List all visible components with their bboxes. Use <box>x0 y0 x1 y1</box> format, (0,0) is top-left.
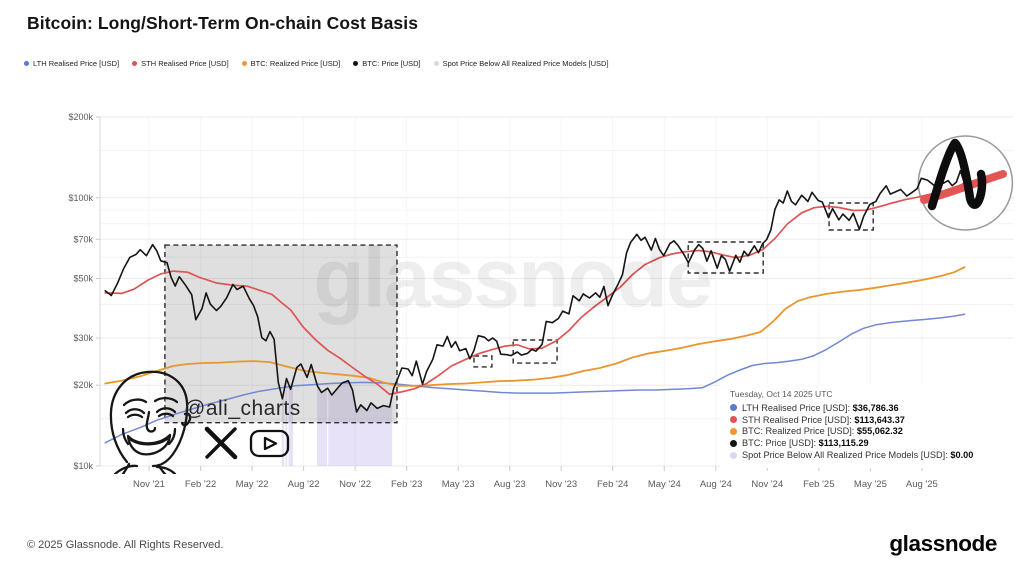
x-axis-tick-label: Nov '22 <box>339 479 371 490</box>
x-axis-tick-label: Nov '21 <box>133 479 165 490</box>
ali-charts-handle: @ali_charts <box>184 397 301 420</box>
x-axis-tick-label: May '25 <box>854 479 887 490</box>
x-axis-tick-label: Aug '24 <box>700 479 732 490</box>
legend-item-4[interactable]: BTC: Price [USD] <box>353 59 421 68</box>
copyright-text: © 2025 Glassnode. All Rights Reserved. <box>27 539 224 551</box>
y-axis-tick-label: $200k <box>68 112 93 122</box>
below-model-band <box>317 384 328 466</box>
below-model-band <box>288 380 294 466</box>
chart-legend: LTH Realised Price [USD] STH Realised Pri… <box>24 59 609 68</box>
legend-label: Spot Price Below All Realized Price Mode… <box>442 59 609 68</box>
tooltip-metric: Spot Price Below All Realized Price Mode… <box>742 450 974 461</box>
tooltip-row: STH Realised Price [USD]: $113,643.37 <box>730 414 1010 426</box>
x-axis-tick-label: May '24 <box>648 479 681 490</box>
legend-dot-icon <box>241 61 247 66</box>
youtube-icon <box>249 429 290 458</box>
tooltip-dot-icon <box>730 451 737 459</box>
tooltip-row: BTC: Realized Price [USD]: $55,062.32 <box>730 426 1010 438</box>
below-model-band <box>281 389 285 466</box>
tooltip-metric: BTC: Realized Price [USD]: $55,062.32 <box>742 426 903 437</box>
tooltip-dot-icon <box>730 404 737 412</box>
series-line <box>104 266 966 387</box>
tooltip-dot-icon <box>730 439 737 447</box>
x-axis-tick-label: Feb '25 <box>803 479 834 490</box>
legend-label: STH Realised Price [USD] <box>141 59 229 68</box>
dashed-box <box>512 339 558 364</box>
legend-item-3[interactable]: BTC: Realized Price [USD] <box>241 59 341 68</box>
tooltip-metric: LTH Realised Price [USD]: $36,786.36 <box>742 402 899 413</box>
legend-label: BTC: Realized Price [USD] <box>250 59 341 68</box>
y-axis-tick-label: $70k <box>73 234 93 244</box>
x-axis-tick-label: Aug '23 <box>494 479 526 490</box>
dashed-box <box>473 355 493 368</box>
tooltip-row: BTC: Price [USD]: $113,115.29 <box>730 437 1010 449</box>
ali-social-icons <box>204 426 290 460</box>
ali-face-sketch-icon <box>109 370 192 474</box>
series-line <box>104 313 966 444</box>
legend-dot-icon <box>132 61 138 66</box>
tooltip-metric: BTC: Price [USD]: $113,115.29 <box>742 438 869 449</box>
legend-dot-icon <box>433 61 439 66</box>
tooltip-dot-icon <box>730 427 737 435</box>
legend-dot-icon <box>353 61 359 66</box>
tooltip-row: LTH Realised Price [USD]: $36,786.36 <box>730 402 1010 414</box>
y-axis-tick-label: $20k <box>73 380 93 390</box>
x-axis-tick-label: May '22 <box>236 479 269 490</box>
x-axis-tick-label: Feb '23 <box>391 479 422 490</box>
grid-layer: $200k $100k $70k $50k $30k $20k $10k Nov '21 Feb… <box>68 112 1014 490</box>
y-axis-tick-label: $100k <box>68 193 93 203</box>
tooltip-metric: STH Realised Price [USD]: $113,643.37 <box>742 414 905 425</box>
chart-tooltip: Tuesday, Oct 14 2025 UTC LTH Realised Pr… <box>720 384 1020 468</box>
glassnode-logo: glassnode <box>889 531 997 556</box>
x-axis-tick-label: Feb '22 <box>185 479 216 490</box>
legend-dot-icon <box>24 61 29 66</box>
dashed-box <box>687 241 764 274</box>
x-axis-tick-label: Nov '23 <box>545 479 577 490</box>
legend-item-1[interactable]: LTH Realised Price [USD] <box>24 59 119 68</box>
page-title: Bitcoin: Long/Short-Term On-chain Cost B… <box>27 13 419 33</box>
legend-item-2[interactable]: STH Realised Price [USD] <box>132 59 229 68</box>
x-axis-tick-label: Aug '25 <box>906 479 938 490</box>
tooltip-dot-icon <box>730 416 737 424</box>
x-axis-tick-label: Nov '24 <box>751 479 783 490</box>
tooltip-row: Spot Price Below All Realized Price Mode… <box>730 449 1010 461</box>
series-line <box>104 169 966 413</box>
x-axis-tick-label: Aug '22 <box>288 479 320 490</box>
inset-hand-drawn-annotation <box>920 138 1007 211</box>
x-axis-tick-label: May '23 <box>442 479 475 490</box>
legend-label: BTC: Price [USD] <box>362 59 421 68</box>
series-layer <box>104 169 966 444</box>
y-axis-tick-label: $10k <box>73 461 93 471</box>
y-axis-tick-label: $30k <box>73 333 93 343</box>
tooltip-date: Tuesday, Oct 14 2025 UTC <box>730 389 833 399</box>
y-axis-tick-label: $50k <box>73 274 93 284</box>
x-axis-tick-label: Feb '24 <box>597 479 628 490</box>
x-twitter-icon <box>204 426 238 460</box>
legend-item-5[interactable]: Spot Price Below All Realized Price Mode… <box>433 59 609 68</box>
legend-label: LTH Realised Price [USD] <box>33 59 120 68</box>
